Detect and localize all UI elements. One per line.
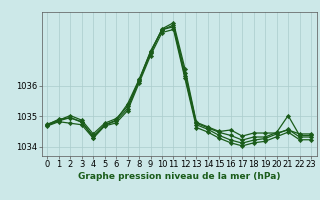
X-axis label: Graphe pression niveau de la mer (hPa): Graphe pression niveau de la mer (hPa): [78, 172, 280, 181]
